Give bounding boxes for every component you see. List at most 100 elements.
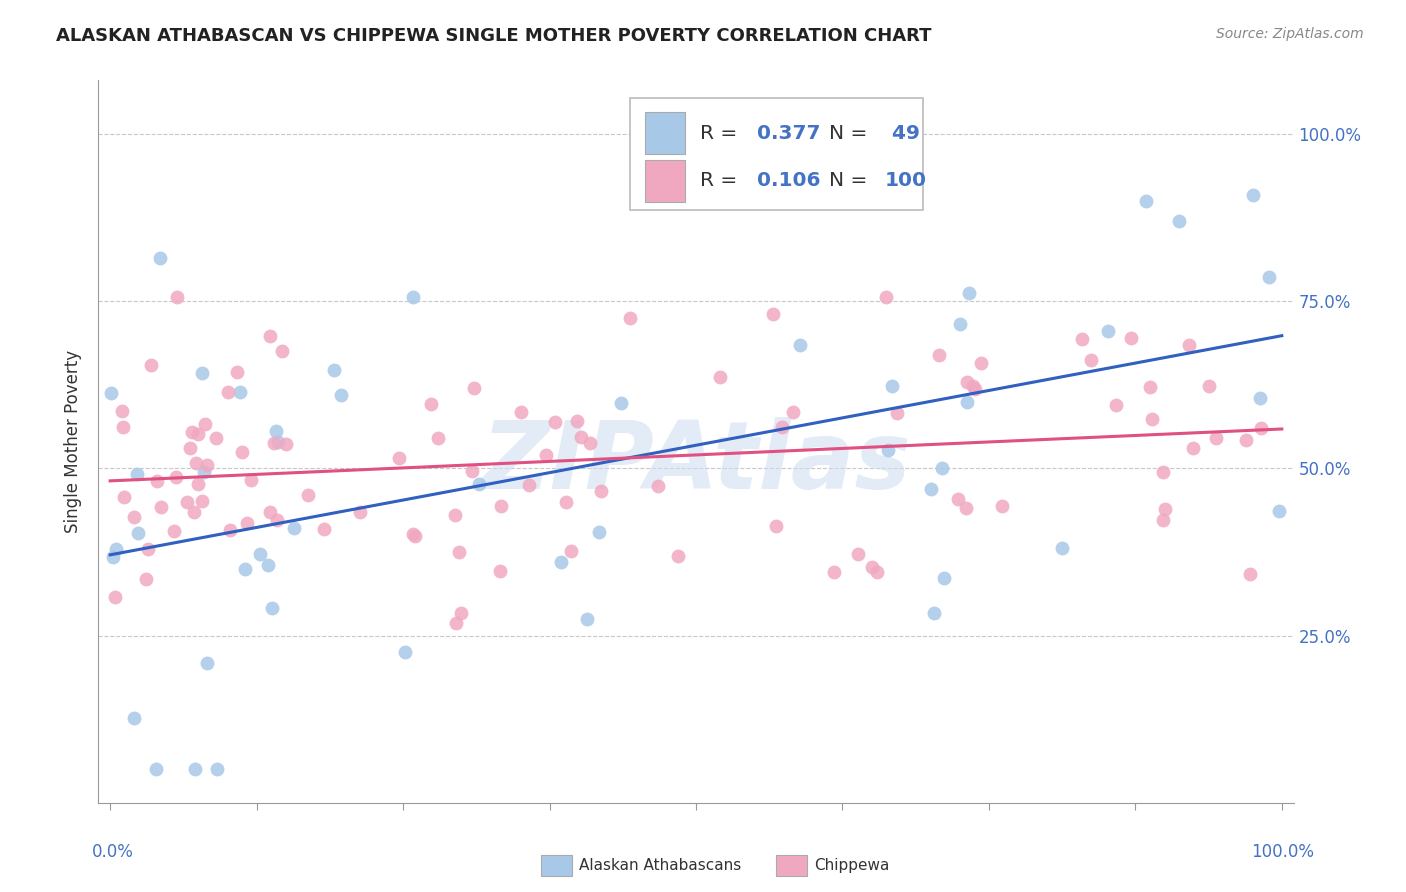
Point xyxy=(122,510,145,524)
Point xyxy=(103,591,125,605)
Point xyxy=(569,430,592,444)
Text: Alaskan Athabascans: Alaskan Athabascans xyxy=(579,858,741,872)
Point xyxy=(236,516,259,530)
Point xyxy=(259,505,281,519)
Point xyxy=(312,522,335,536)
Point xyxy=(460,464,482,478)
Point xyxy=(145,762,167,776)
Point xyxy=(575,611,598,625)
Point xyxy=(404,529,426,543)
Point xyxy=(187,476,209,491)
Point xyxy=(1178,337,1201,351)
Point xyxy=(1139,380,1161,394)
Point xyxy=(184,762,207,776)
Point xyxy=(1097,324,1119,338)
Point xyxy=(957,286,980,301)
Point xyxy=(349,505,371,519)
Point xyxy=(534,448,557,462)
Point xyxy=(190,367,212,381)
Point xyxy=(770,420,793,434)
Point xyxy=(297,487,319,501)
Point xyxy=(205,762,228,776)
Point xyxy=(956,375,979,389)
Point xyxy=(955,501,977,516)
Point xyxy=(136,542,159,557)
Point xyxy=(666,549,689,563)
Text: Chippewa: Chippewa xyxy=(814,858,890,872)
Point xyxy=(127,525,149,540)
Point xyxy=(1249,392,1271,406)
Point xyxy=(647,479,669,493)
Point xyxy=(969,356,991,370)
Point xyxy=(509,405,531,419)
Point xyxy=(111,419,134,434)
Point xyxy=(181,425,204,440)
Point xyxy=(276,436,298,450)
Point xyxy=(101,550,124,565)
Point xyxy=(450,606,472,620)
Point xyxy=(249,547,271,561)
Point xyxy=(394,645,416,659)
Point xyxy=(194,417,217,431)
Point xyxy=(991,499,1014,513)
Point xyxy=(904,174,927,188)
Point xyxy=(920,482,942,496)
Point xyxy=(186,456,208,470)
Point xyxy=(578,436,600,450)
Point xyxy=(122,711,145,725)
Point xyxy=(444,615,467,630)
Point xyxy=(789,337,811,351)
Point xyxy=(419,397,441,411)
Text: R =: R = xyxy=(700,171,744,190)
Point xyxy=(928,347,950,361)
Point xyxy=(619,310,641,325)
Text: ZIPAtlas: ZIPAtlas xyxy=(481,417,911,509)
Point xyxy=(187,426,209,441)
Text: 0.106: 0.106 xyxy=(756,171,821,190)
Point xyxy=(193,465,215,479)
Point xyxy=(195,458,218,472)
Point xyxy=(860,560,883,574)
Point xyxy=(1152,465,1174,479)
Point xyxy=(283,520,305,534)
Text: 49: 49 xyxy=(884,123,920,143)
Point xyxy=(765,519,787,533)
Point xyxy=(555,495,578,509)
Point xyxy=(517,478,540,492)
Point xyxy=(233,562,256,576)
Point xyxy=(1135,194,1157,208)
Point xyxy=(166,290,188,304)
Text: Source: ZipAtlas.com: Source: ZipAtlas.com xyxy=(1216,27,1364,41)
Text: 100.0%: 100.0% xyxy=(1251,843,1315,861)
Text: ALASKAN ATHABASCAN VS CHIPPEWA SINGLE MOTHER POVERTY CORRELATION CHART: ALASKAN ATHABASCAN VS CHIPPEWA SINGLE MO… xyxy=(56,27,932,45)
Point xyxy=(1154,502,1177,516)
Text: N =: N = xyxy=(828,171,873,190)
Text: 0.0%: 0.0% xyxy=(91,843,134,861)
Text: N =: N = xyxy=(828,123,873,143)
Point xyxy=(330,388,353,402)
Point xyxy=(588,524,610,539)
Point xyxy=(176,495,198,509)
Point xyxy=(544,415,567,429)
Point xyxy=(1152,512,1174,526)
Point xyxy=(1205,432,1227,446)
Point xyxy=(402,290,425,304)
Point xyxy=(204,431,226,445)
Point xyxy=(963,382,986,396)
Point xyxy=(782,405,804,419)
Text: R =: R = xyxy=(700,123,744,143)
Point xyxy=(709,369,731,384)
Point xyxy=(257,558,280,573)
FancyBboxPatch shape xyxy=(644,112,685,154)
Point xyxy=(880,378,903,392)
Point xyxy=(183,505,205,519)
Point xyxy=(226,365,249,379)
Point xyxy=(1239,566,1261,581)
Point xyxy=(388,450,411,465)
Point xyxy=(886,406,908,420)
Point xyxy=(218,524,240,538)
Point xyxy=(231,444,253,458)
Point xyxy=(195,656,218,670)
Point xyxy=(1198,379,1220,393)
Point xyxy=(264,424,287,438)
